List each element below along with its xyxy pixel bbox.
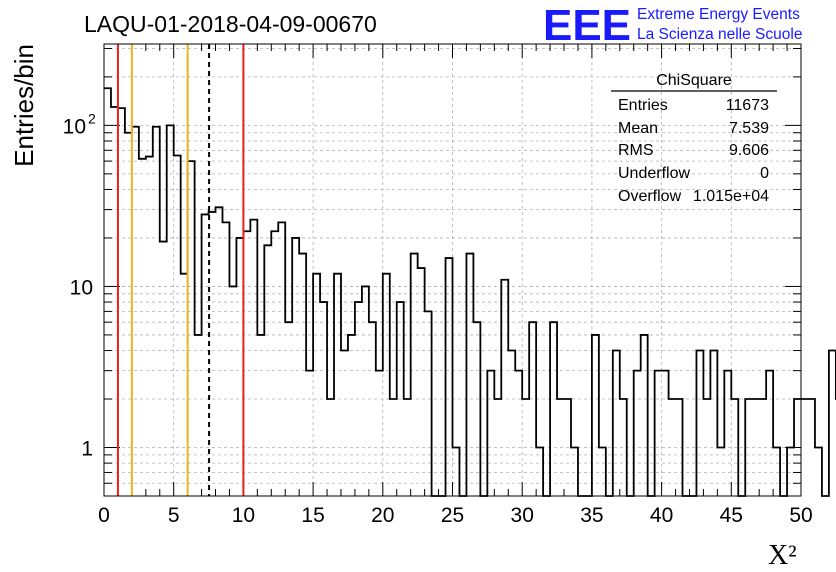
x-tick-label: 40 (650, 504, 673, 527)
y-tick-label: 10 (70, 276, 93, 299)
stats-mean-value: 7.539 (729, 120, 769, 137)
histogram-step-line (104, 87, 836, 497)
stats-rms-value: 9.606 (729, 142, 769, 159)
reference-lines (116, 44, 245, 496)
chart-title: LAQU-01-2018-04-09-00670 (84, 11, 377, 37)
x-tick-label: 35 (580, 504, 603, 527)
x-tick-label: 25 (441, 504, 464, 527)
stats-entries-value: 11673 (726, 97, 769, 114)
x-tick-label: 20 (371, 504, 394, 527)
stats-overflow-value: 1.015e+04 (693, 188, 769, 205)
x-tick-label: 50 (789, 504, 812, 527)
x-axis-label: X² (768, 540, 797, 571)
y-axis-label: Entries/bin (9, 44, 39, 167)
y-tick-label: 1 (81, 438, 93, 461)
x-tick-label: 45 (720, 504, 743, 527)
x-tick-label: 10 (232, 504, 255, 527)
eee-logo: EEE Extreme Energy Events La Scienza nel… (543, 1, 802, 50)
eee-logo-mark: EEE (543, 1, 631, 50)
x-tick-labels: 0 5 10 15 20 25 30 35 40 45 50 (98, 504, 813, 527)
logo-line-1: Extreme Energy Events (637, 6, 800, 23)
stats-rms-label: RMS (618, 142, 654, 159)
stats-underflow-label: Underflow (618, 165, 690, 182)
x-tick-label: 5 (168, 504, 180, 527)
y-tick-label-exponent: 2 (88, 110, 96, 126)
x-tick-label: 30 (511, 504, 534, 527)
plot-frame (103, 43, 802, 497)
stats-underflow-value: 0 (760, 165, 769, 182)
stats-title: ChiSquare (656, 72, 732, 89)
y-tick-label: 10 (63, 115, 86, 138)
x-tick-label: 0 (98, 504, 110, 527)
stats-box: ChiSquare Entries 11673 Mean 7.539 RMS 9… (611, 72, 777, 205)
stats-mean-label: Mean (618, 120, 658, 137)
logo-line-2: La Scienza nelle Scuole (637, 26, 802, 43)
stats-entries-label: Entries (618, 97, 668, 114)
x-tick-label: 15 (301, 504, 324, 527)
histogram-series (104, 87, 836, 497)
stats-overflow-label: Overflow (618, 188, 682, 205)
